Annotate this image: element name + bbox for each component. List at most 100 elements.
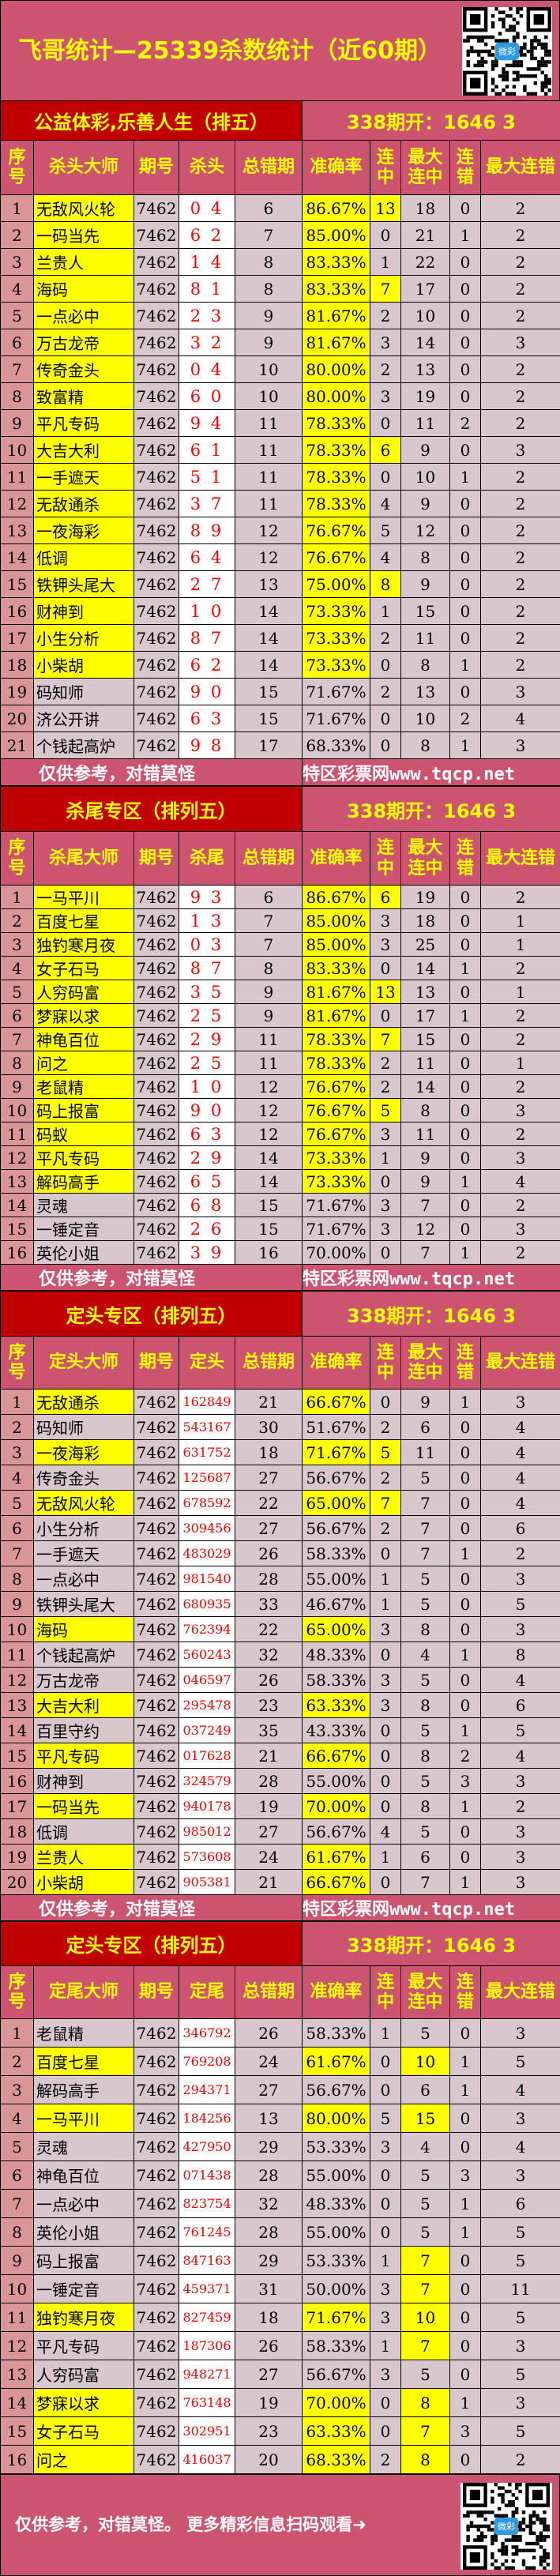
cell-pick: 2 9 bbox=[179, 1146, 235, 1170]
final-footer-text: 仅供参考，对错莫怪。 更多精彩信息扫码观看➜ bbox=[15, 2475, 366, 2575]
cell-period: 7462 bbox=[134, 1465, 179, 1491]
cell-period: 7462 bbox=[134, 1642, 179, 1668]
draw-result: 338期开：1646 3 bbox=[303, 787, 560, 832]
cell-max-streak: 7 bbox=[401, 1870, 450, 1895]
cell-pick: 763148 bbox=[179, 2389, 235, 2417]
cell-name: 人穷码富 bbox=[34, 2360, 134, 2389]
cell-period: 7462 bbox=[134, 1004, 179, 1028]
cell-miss-streak: 1 bbox=[450, 1241, 481, 1265]
cell-pick: 294371 bbox=[179, 2076, 235, 2104]
cell-pick: 017628 bbox=[179, 1743, 235, 1769]
cell-miss-streak: 0 bbox=[450, 303, 481, 329]
cell-pick: 8 1 bbox=[179, 276, 235, 303]
cell-max-miss: 2 bbox=[481, 1541, 560, 1566]
cell-no: 13 bbox=[1, 1170, 34, 1194]
cell-no: 1 bbox=[1, 1390, 34, 1415]
cell-max-streak: 18 bbox=[401, 195, 450, 222]
cell-acc: 81.67% bbox=[303, 980, 370, 1004]
cell-miss-streak: 0 bbox=[450, 909, 481, 933]
cell-max-miss: 5 bbox=[481, 1718, 560, 1743]
column-header: 定头 bbox=[179, 1337, 235, 1390]
column-header: 杀头大师 bbox=[34, 141, 134, 195]
column-header: 定尾大师 bbox=[34, 1966, 134, 2019]
cell-no: 14 bbox=[1, 1718, 34, 1743]
cell-miss: 8 bbox=[235, 276, 303, 303]
cell-acc: 73.33% bbox=[303, 598, 370, 625]
site-link[interactable]: 特区彩票网www.tqcp.net bbox=[303, 1265, 560, 1291]
cell-pick: 0 3 bbox=[179, 933, 235, 957]
cell-period: 7462 bbox=[134, 1819, 179, 1845]
cell-period: 7462 bbox=[134, 1541, 179, 1566]
cell-period: 7462 bbox=[134, 2303, 179, 2332]
cell-miss: 12 bbox=[235, 517, 303, 544]
cell-acc: 83.33% bbox=[303, 249, 370, 276]
cell-max-miss: 2 bbox=[481, 1028, 560, 1051]
cell-acc: 71.67% bbox=[303, 2303, 370, 2332]
cell-max-streak: 15 bbox=[401, 598, 450, 625]
cell-max-streak: 5 bbox=[401, 1465, 450, 1491]
cell-no: 10 bbox=[1, 2275, 34, 2303]
cell-acc: 55.00% bbox=[303, 1566, 370, 1592]
cell-acc: 78.33% bbox=[303, 464, 370, 491]
column-header: 连错 bbox=[450, 1966, 481, 2019]
cell-name: 无敌通杀 bbox=[34, 1390, 134, 1415]
cell-period: 7462 bbox=[134, 1743, 179, 1769]
cell-miss-streak: 0 bbox=[450, 1075, 481, 1099]
cell-pick: 6 3 bbox=[179, 1123, 235, 1146]
cell-miss: 23 bbox=[235, 2417, 303, 2446]
cell-acc: 81.67% bbox=[303, 303, 370, 329]
cell-acc: 56.67% bbox=[303, 1819, 370, 1845]
cell-no: 18 bbox=[1, 1819, 34, 1845]
cell-acc: 70.00% bbox=[303, 2389, 370, 2417]
cell-streak: 3 bbox=[370, 1617, 401, 1642]
cell-streak: 0 bbox=[370, 410, 401, 437]
cell-period: 7462 bbox=[134, 598, 179, 625]
site-link[interactable]: 特区彩票网www.tqcp.net bbox=[303, 1895, 560, 1921]
cell-acc: 58.33% bbox=[303, 1541, 370, 1566]
cell-max-streak: 13 bbox=[401, 679, 450, 705]
cell-miss: 26 bbox=[235, 1541, 303, 1566]
cell-miss: 21 bbox=[235, 1870, 303, 1895]
cell-max-streak: 11 bbox=[401, 625, 450, 652]
cell-name: 一夜海彩 bbox=[34, 517, 134, 544]
draw-result: 338期开：1646 3 bbox=[303, 101, 560, 141]
cell-max-miss: 6 bbox=[481, 1693, 560, 1718]
cell-name: 无敌风火轮 bbox=[34, 195, 134, 222]
cell-miss-streak: 0 bbox=[450, 1668, 481, 1693]
cell-pick: 2 3 bbox=[179, 303, 235, 329]
cell-name: 解码高手 bbox=[34, 2076, 134, 2104]
cell-name: 独钓寒月夜 bbox=[34, 2303, 134, 2332]
cell-pick: 416037 bbox=[179, 2446, 235, 2474]
cell-no: 7 bbox=[1, 1541, 34, 1566]
main-header: 飞哥统计—25339杀数统计（近60期） 微彩 bbox=[0, 0, 560, 100]
cell-period: 7462 bbox=[134, 679, 179, 705]
cell-pick: 560243 bbox=[179, 1642, 235, 1668]
cell-miss: 27 bbox=[235, 1516, 303, 1541]
column-header: 最大连中 bbox=[401, 1337, 450, 1390]
cell-max-miss: 3 bbox=[481, 437, 560, 464]
cell-max-streak: 8 bbox=[401, 732, 450, 759]
cell-pick: 6 3 bbox=[179, 705, 235, 732]
cell-miss-streak: 0 bbox=[450, 276, 481, 303]
cell-streak: 0 bbox=[370, 2190, 401, 2218]
cell-max-streak: 9 bbox=[401, 1170, 450, 1194]
cell-max-miss: 3 bbox=[481, 1617, 560, 1642]
site-link[interactable]: 特区彩票网www.tqcp.net bbox=[303, 759, 560, 786]
cell-no: 2 bbox=[1, 222, 34, 249]
cell-miss-streak: 0 bbox=[450, 598, 481, 625]
cell-max-miss: 6 bbox=[481, 1516, 560, 1541]
cell-miss: 7 bbox=[235, 933, 303, 957]
cell-max-miss: 8 bbox=[481, 1642, 560, 1668]
cell-pick: 459371 bbox=[179, 2275, 235, 2303]
cell-max-miss: 2 bbox=[481, 571, 560, 598]
cell-max-streak: 10 bbox=[401, 303, 450, 329]
cell-no: 10 bbox=[1, 1617, 34, 1642]
